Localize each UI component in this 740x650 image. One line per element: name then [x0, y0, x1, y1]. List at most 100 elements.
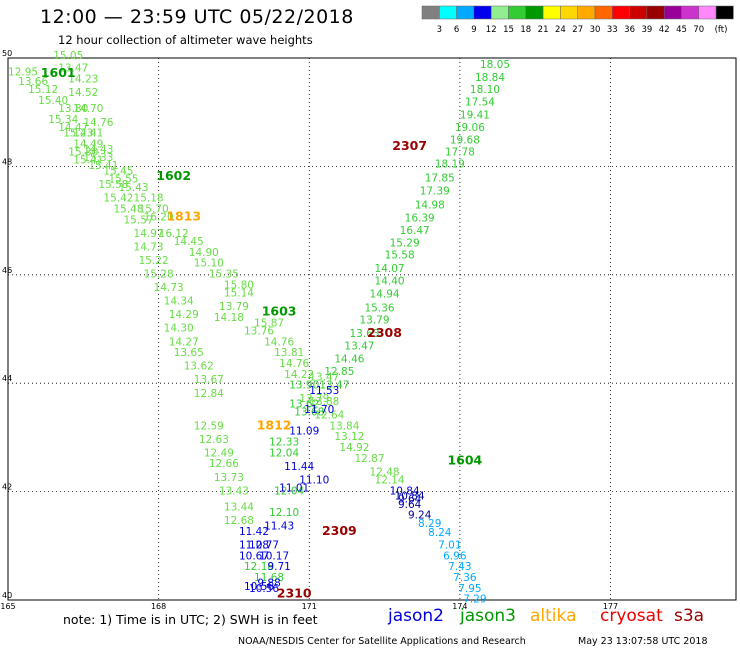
legend-cryosat: cryosat	[600, 606, 663, 626]
wave-height-point: 15.33	[83, 152, 113, 164]
pass-label: 1812	[257, 417, 292, 432]
wave-height-point: 14.90	[189, 247, 219, 259]
wave-height-point: 10.67	[239, 550, 269, 562]
wave-height-point: 12.33	[269, 437, 299, 449]
wave-height-point: 13.43	[219, 485, 249, 497]
wave-height-point: 7.01	[438, 540, 461, 552]
wave-height-point: 13.80	[58, 103, 88, 115]
wave-height-point: 12.68	[224, 515, 254, 527]
wave-height-point: 17.39	[420, 186, 450, 198]
wave-height-point: 17.78	[445, 147, 475, 159]
map-plot: 165 168 171 174 17750484644424015.0513.4712.…	[0, 49, 737, 610]
pass-label: 2308	[367, 325, 402, 340]
wave-height-point: 13.79	[299, 393, 329, 405]
wave-height-point: 12.85	[324, 366, 354, 378]
wave-height-point: 15.80	[224, 279, 254, 291]
wave-height-point: 11.68	[254, 572, 284, 584]
wave-height-point: 12.87	[354, 453, 384, 465]
wave-height-point: 13.67	[194, 374, 224, 386]
wave-height-point: 10.56	[244, 581, 274, 593]
wave-height-point: 13.62	[289, 399, 319, 411]
wave-height-point: 15.43	[118, 182, 148, 194]
wave-height-point: 10.17	[259, 550, 289, 562]
wave-height-point: 11.01	[279, 483, 309, 495]
wave-height-point: 15.05	[53, 50, 83, 62]
wave-height-point: 14.30	[164, 323, 194, 335]
wave-height-point: 15.41	[73, 155, 103, 167]
wave-height-point: 12.63	[199, 434, 229, 446]
wave-height-point: 13.76	[244, 325, 274, 337]
wave-height-point: 14.18	[214, 312, 244, 324]
wave-height-point: 14.94	[370, 289, 400, 301]
y-tick-label: 50	[2, 49, 12, 58]
wave-height-point: 13.65	[174, 347, 204, 359]
wave-height-point: 12.04	[269, 447, 299, 459]
wave-height-point: 19.06	[455, 122, 485, 134]
legend-tick-label: 45	[676, 25, 687, 35]
pass-label: 1604	[447, 453, 482, 468]
legend-tick-label: 27	[572, 25, 583, 35]
wave-height-point: 12.48	[370, 466, 400, 478]
wave-height-point: 13.68	[294, 407, 324, 419]
wave-height-point: 12.14	[375, 474, 405, 486]
wave-height-point: 12.84	[194, 388, 224, 400]
wave-height-point: 15.34	[48, 114, 78, 126]
footer-credit: NOAA/NESDIS Center for Satellite Applica…	[238, 636, 526, 647]
wave-height-point: 15.41	[88, 160, 118, 172]
wave-height-point: 11.70	[304, 404, 334, 416]
wave-height-point: 13.47	[319, 380, 349, 392]
wave-height-point: 13.47	[344, 341, 374, 353]
wave-height-point: 9.71	[267, 561, 290, 573]
legend-tick-label: 9	[471, 25, 476, 35]
wave-height-point: 13.73	[214, 472, 244, 484]
pass-label: 1601	[41, 65, 76, 80]
wave-height-point: 14.23	[68, 73, 98, 85]
chart-title: 12:00 — 23:59 UTC 05/22/2018	[40, 6, 354, 28]
pass-label: 2310	[277, 585, 312, 600]
wave-height-point: 15.45	[103, 166, 133, 178]
wave-height-point: 13.90	[289, 380, 319, 392]
wave-height-point: 14.49	[73, 138, 103, 150]
wave-height-point: 14.07	[375, 263, 405, 275]
wave-height-point: 15.14	[224, 287, 254, 299]
wave-height-point: 18.19	[435, 158, 465, 170]
wave-height-point: 14.98	[415, 200, 445, 212]
wave-height-point: 14.22	[284, 369, 314, 381]
legend-tick-label: 33	[607, 25, 618, 35]
wave-height-point: 7.43	[448, 561, 471, 573]
wave-height-point: 12.95	[8, 66, 38, 78]
wave-height-point: 8.24	[428, 527, 452, 539]
wave-height-point: 15.35	[209, 269, 239, 281]
wave-height-point: 10.56	[249, 583, 279, 595]
wave-height-point: 12.66	[209, 458, 239, 470]
wave-height-point: 10.77	[249, 540, 279, 552]
wave-height-point: 13.63	[349, 328, 379, 340]
legend-tick-label: 39	[641, 25, 652, 35]
legend-tick-label: 36	[624, 25, 635, 35]
wave-height-point: 12.18	[244, 561, 274, 573]
wave-height-point: 14.97	[134, 228, 164, 240]
wave-height-point: 13.12	[334, 431, 364, 443]
wave-height-point: 7.36	[453, 572, 477, 584]
x-tick-label: 171	[302, 602, 317, 610]
wave-height-point: 15.36	[364, 303, 394, 315]
wave-height-point: 15.10	[194, 258, 224, 270]
wave-height-point: 11.44	[284, 461, 314, 473]
wave-height-point: 9.64	[398, 493, 422, 505]
color-legend: 3 6 9 12 15 18 21 24 27 30 33 36 39 42 45 70 (ft)	[421, 5, 734, 35]
wave-height-point: 17.54	[465, 97, 495, 109]
wave-height-point: 15.55	[108, 174, 138, 186]
wave-height-point: 15.30	[68, 147, 98, 159]
wave-height-point: 9.88	[257, 577, 280, 589]
wave-height-point: 16.20	[144, 212, 174, 224]
legend-tick-label: 15	[503, 25, 514, 35]
wave-height-point: 14.76	[279, 358, 309, 370]
x-tick-label: 168	[151, 602, 166, 610]
wave-height-point: 15.40	[38, 95, 68, 107]
legend-jason2: jason2	[388, 606, 444, 626]
wave-height-point: 15.48	[113, 203, 143, 215]
wave-height-point: 18.05	[480, 59, 510, 71]
wave-height-point: 16.47	[400, 225, 430, 237]
wave-height-point: 13.79	[219, 301, 249, 313]
wave-height-point: 14.40	[375, 276, 405, 288]
